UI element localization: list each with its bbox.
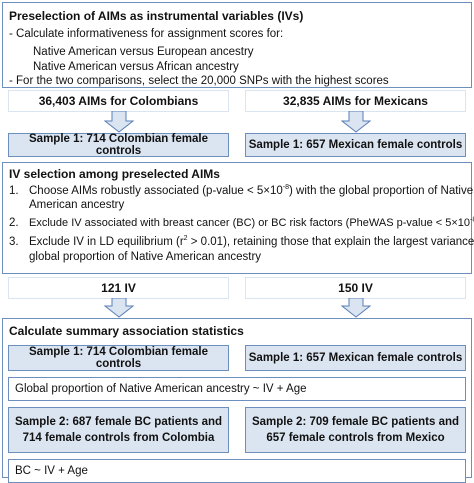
preselection-step2: - For the two comparisons, select the 20… (9, 75, 389, 87)
model1-label: Global proportion of Native American anc… (15, 383, 307, 395)
iv-count-colombia-box: 121 IV (8, 277, 229, 299)
preselection-title: Preselection of AIMs as instrumental var… (9, 9, 304, 23)
preselection-sub2: Native American versus African ancestry (33, 61, 239, 73)
summary-sample2-colombia-line1: Sample 2: 687 female BC patients and (14, 416, 223, 428)
summary-sample2-colombia-box: Sample 2: 687 female BC patients and 714… (8, 407, 229, 453)
summary-sample2-mexico-line2: 657 female controls from Mexico (266, 432, 445, 444)
sample1-colombia-box: Sample 1: 714 Colombian female controls (8, 133, 229, 157)
summary-sample1-mexico-box: Sample 1: 657 Mexican female controls (245, 345, 466, 371)
arrow-down-mexico-2 (341, 298, 371, 318)
iv-count-mexico-label: 150 IV (338, 281, 373, 295)
arrow-down-mexico-1 (341, 111, 371, 133)
iv-item1-number: 1. (9, 185, 19, 197)
summary-sample1-mexico-label: Sample 1: 657 Mexican female controls (248, 352, 463, 364)
iv-count-mexico-box: 150 IV (245, 277, 466, 299)
summary-sample2-mexico-box: Sample 2: 709 female BC patients and 657… (245, 407, 466, 453)
summary-sample1-colombia-label: Sample 1: 714 Colombian female controls (29, 346, 208, 370)
summary-sample2-colombia-line2: 714 female controls from Colombia (22, 432, 215, 444)
iv-selection-title: IV selection among preselected AIMs (9, 167, 220, 181)
summary-title: Calculate summary association statistics (9, 324, 244, 338)
iv-item2-line1: Exclude IV associated with breast cancer… (29, 216, 474, 229)
aims-colombia-box: 36,403 AIMs for Colombians (8, 90, 229, 112)
sample1-mexico-label: Sample 1: 657 Mexican female controls (248, 139, 463, 151)
summary-sample1-colombia-box: Sample 1: 714 Colombian female controls (8, 345, 229, 371)
iv-item2-number: 2. (9, 217, 19, 229)
sample1-mexico-box: Sample 1: 657 Mexican female controls (245, 133, 466, 157)
iv-item3-line2: global proportion of Native American anc… (29, 251, 262, 263)
preselection-box: Preselection of AIMs as instrumental var… (2, 2, 472, 88)
iv-item1-line2: American ancestry (29, 199, 125, 211)
preselection-sub1: Native American versus European ancestry (33, 46, 254, 58)
model2-label: BC ~ IV + Age (15, 465, 88, 477)
iv-item3-number: 3. (9, 236, 19, 248)
aims-colombia-label: 36,403 AIMs for Colombians (38, 94, 199, 108)
preselection-step1: - Calculate informativeness for assignme… (9, 28, 284, 40)
arrow-down-colombia-1 (104, 111, 134, 133)
aims-mexico-label: 32,835 AIMs for Mexicans (283, 94, 428, 108)
iv-item3-line1: Exclude IV in LD equilibrium (r2 > 0.01)… (29, 235, 474, 248)
arrow-down-colombia-2 (104, 298, 134, 318)
model1-box: Global proportion of Native American anc… (8, 377, 466, 401)
iv-selection-box: IV selection among preselected AIMs 1. C… (2, 162, 474, 274)
aims-mexico-box: 32,835 AIMs for Mexicans (245, 90, 466, 112)
iv-count-colombia-label: 121 IV (101, 281, 136, 295)
iv-item1-line1: Choose AIMs robustly associated (p-value… (29, 184, 474, 197)
model2-box: BC ~ IV + Age (8, 459, 466, 483)
summary-sample2-mexico-line1: Sample 2: 709 female BC patients and (251, 416, 460, 428)
sample1-colombia-label: Sample 1: 714 Colombian female controls (29, 133, 208, 157)
